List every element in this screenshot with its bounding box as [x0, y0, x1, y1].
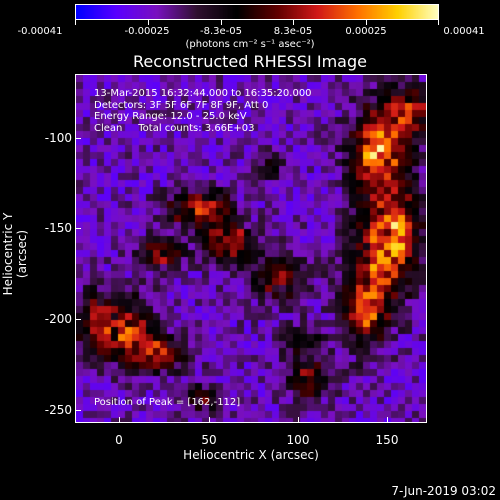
colorbar-tick-label: -8.3e-05	[200, 26, 242, 37]
x-tick-label: 150	[375, 433, 399, 447]
y-tick-label: -150	[44, 221, 72, 235]
colorbar-tick-label: 0.00025	[345, 26, 387, 37]
footer-date: 7-Jun-2019 03:02	[391, 484, 496, 498]
rhessi-image	[75, 74, 427, 423]
y-axis-label: Heliocentric Y (arcsec)	[1, 212, 29, 296]
colorbar-tick-label: -0.00025	[124, 26, 170, 37]
x-tick-label: 50	[201, 433, 217, 447]
x-axis-label: Heliocentric X (arcsec)	[183, 448, 319, 462]
colorbar-tick-label: 8.3e-05	[273, 26, 313, 37]
x-tick-label: 100	[286, 433, 310, 447]
colorbar-tick-label: -0.00041	[17, 26, 63, 37]
y-tick-label: -200	[44, 312, 72, 326]
y-tick-label: -100	[44, 131, 72, 145]
energy-range: Energy Range: 12.0 - 25.0 keV	[94, 111, 247, 122]
peak-position: Position of Peak = [162,-112]	[94, 397, 241, 408]
colorbar-tick-label: 0.00041	[443, 26, 485, 37]
detectors: Detectors: 3F 5F 6F 7F 8F 9F, Att 0	[94, 99, 269, 111]
colorbar-units: (photons cm⁻² s⁻¹ asec⁻²)	[185, 39, 315, 50]
y-tick-label: -250	[44, 403, 72, 417]
colorbar	[75, 4, 439, 20]
clean-counts: Clean Total counts: 3.66E+03	[94, 122, 255, 134]
time-range: 13-Mar-2015 16:32:44.000 to 16:35:20.000	[94, 88, 312, 99]
observation-info: 13-Mar-2015 16:32:44.000 to 16:35:20.000…	[94, 88, 312, 134]
x-tick-label: 0	[115, 433, 123, 447]
image-title: Reconstructed RHESSI Image	[133, 52, 367, 71]
